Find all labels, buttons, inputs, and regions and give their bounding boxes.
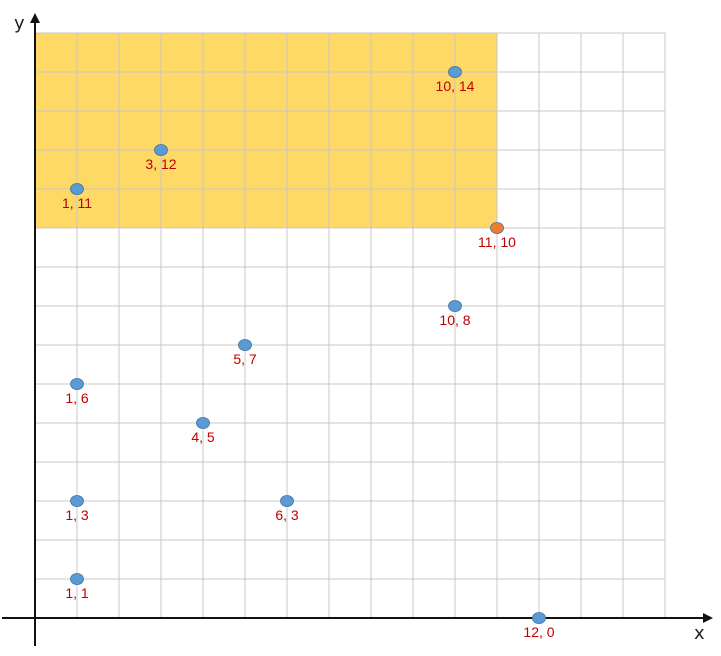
data-label: 3, 12 — [145, 156, 176, 172]
y-axis-arrow — [30, 13, 40, 23]
data-point — [154, 144, 168, 156]
data-point — [70, 495, 84, 507]
data-label: 4, 5 — [191, 429, 215, 445]
x-axis-arrow — [703, 613, 713, 623]
y-axis-label: y — [14, 13, 25, 34]
axes — [2, 13, 713, 646]
data-point — [238, 339, 252, 351]
data-label: 1, 1 — [65, 585, 89, 601]
data-label: 1, 11 — [62, 195, 92, 211]
points-layer: 10, 14 3, 12 1, 11 10, 8 5, 7 1, 6 4, 5 1, 3 6, … — [62, 66, 555, 640]
data-point — [280, 495, 294, 507]
data-label: 1, 3 — [65, 507, 89, 523]
highlight-region — [35, 33, 497, 228]
data-label: 11, 10 — [478, 234, 516, 250]
data-label: 12, 0 — [523, 624, 554, 640]
data-label: 6, 3 — [275, 507, 299, 523]
data-point — [448, 300, 462, 312]
data-label: 10, 14 — [436, 78, 475, 94]
data-point — [70, 183, 84, 195]
data-label: 1, 6 — [65, 390, 89, 406]
data-point — [196, 417, 210, 429]
data-point — [70, 378, 84, 390]
data-point — [490, 222, 504, 234]
data-label: 10, 8 — [439, 312, 470, 328]
data-label: 5, 7 — [233, 351, 257, 367]
grid-layer — [35, 32, 666, 618]
data-point — [70, 573, 84, 585]
highlight-region-layer — [35, 33, 497, 228]
data-point — [448, 66, 462, 78]
data-point — [532, 612, 546, 624]
x-axis-label: x — [694, 623, 705, 644]
